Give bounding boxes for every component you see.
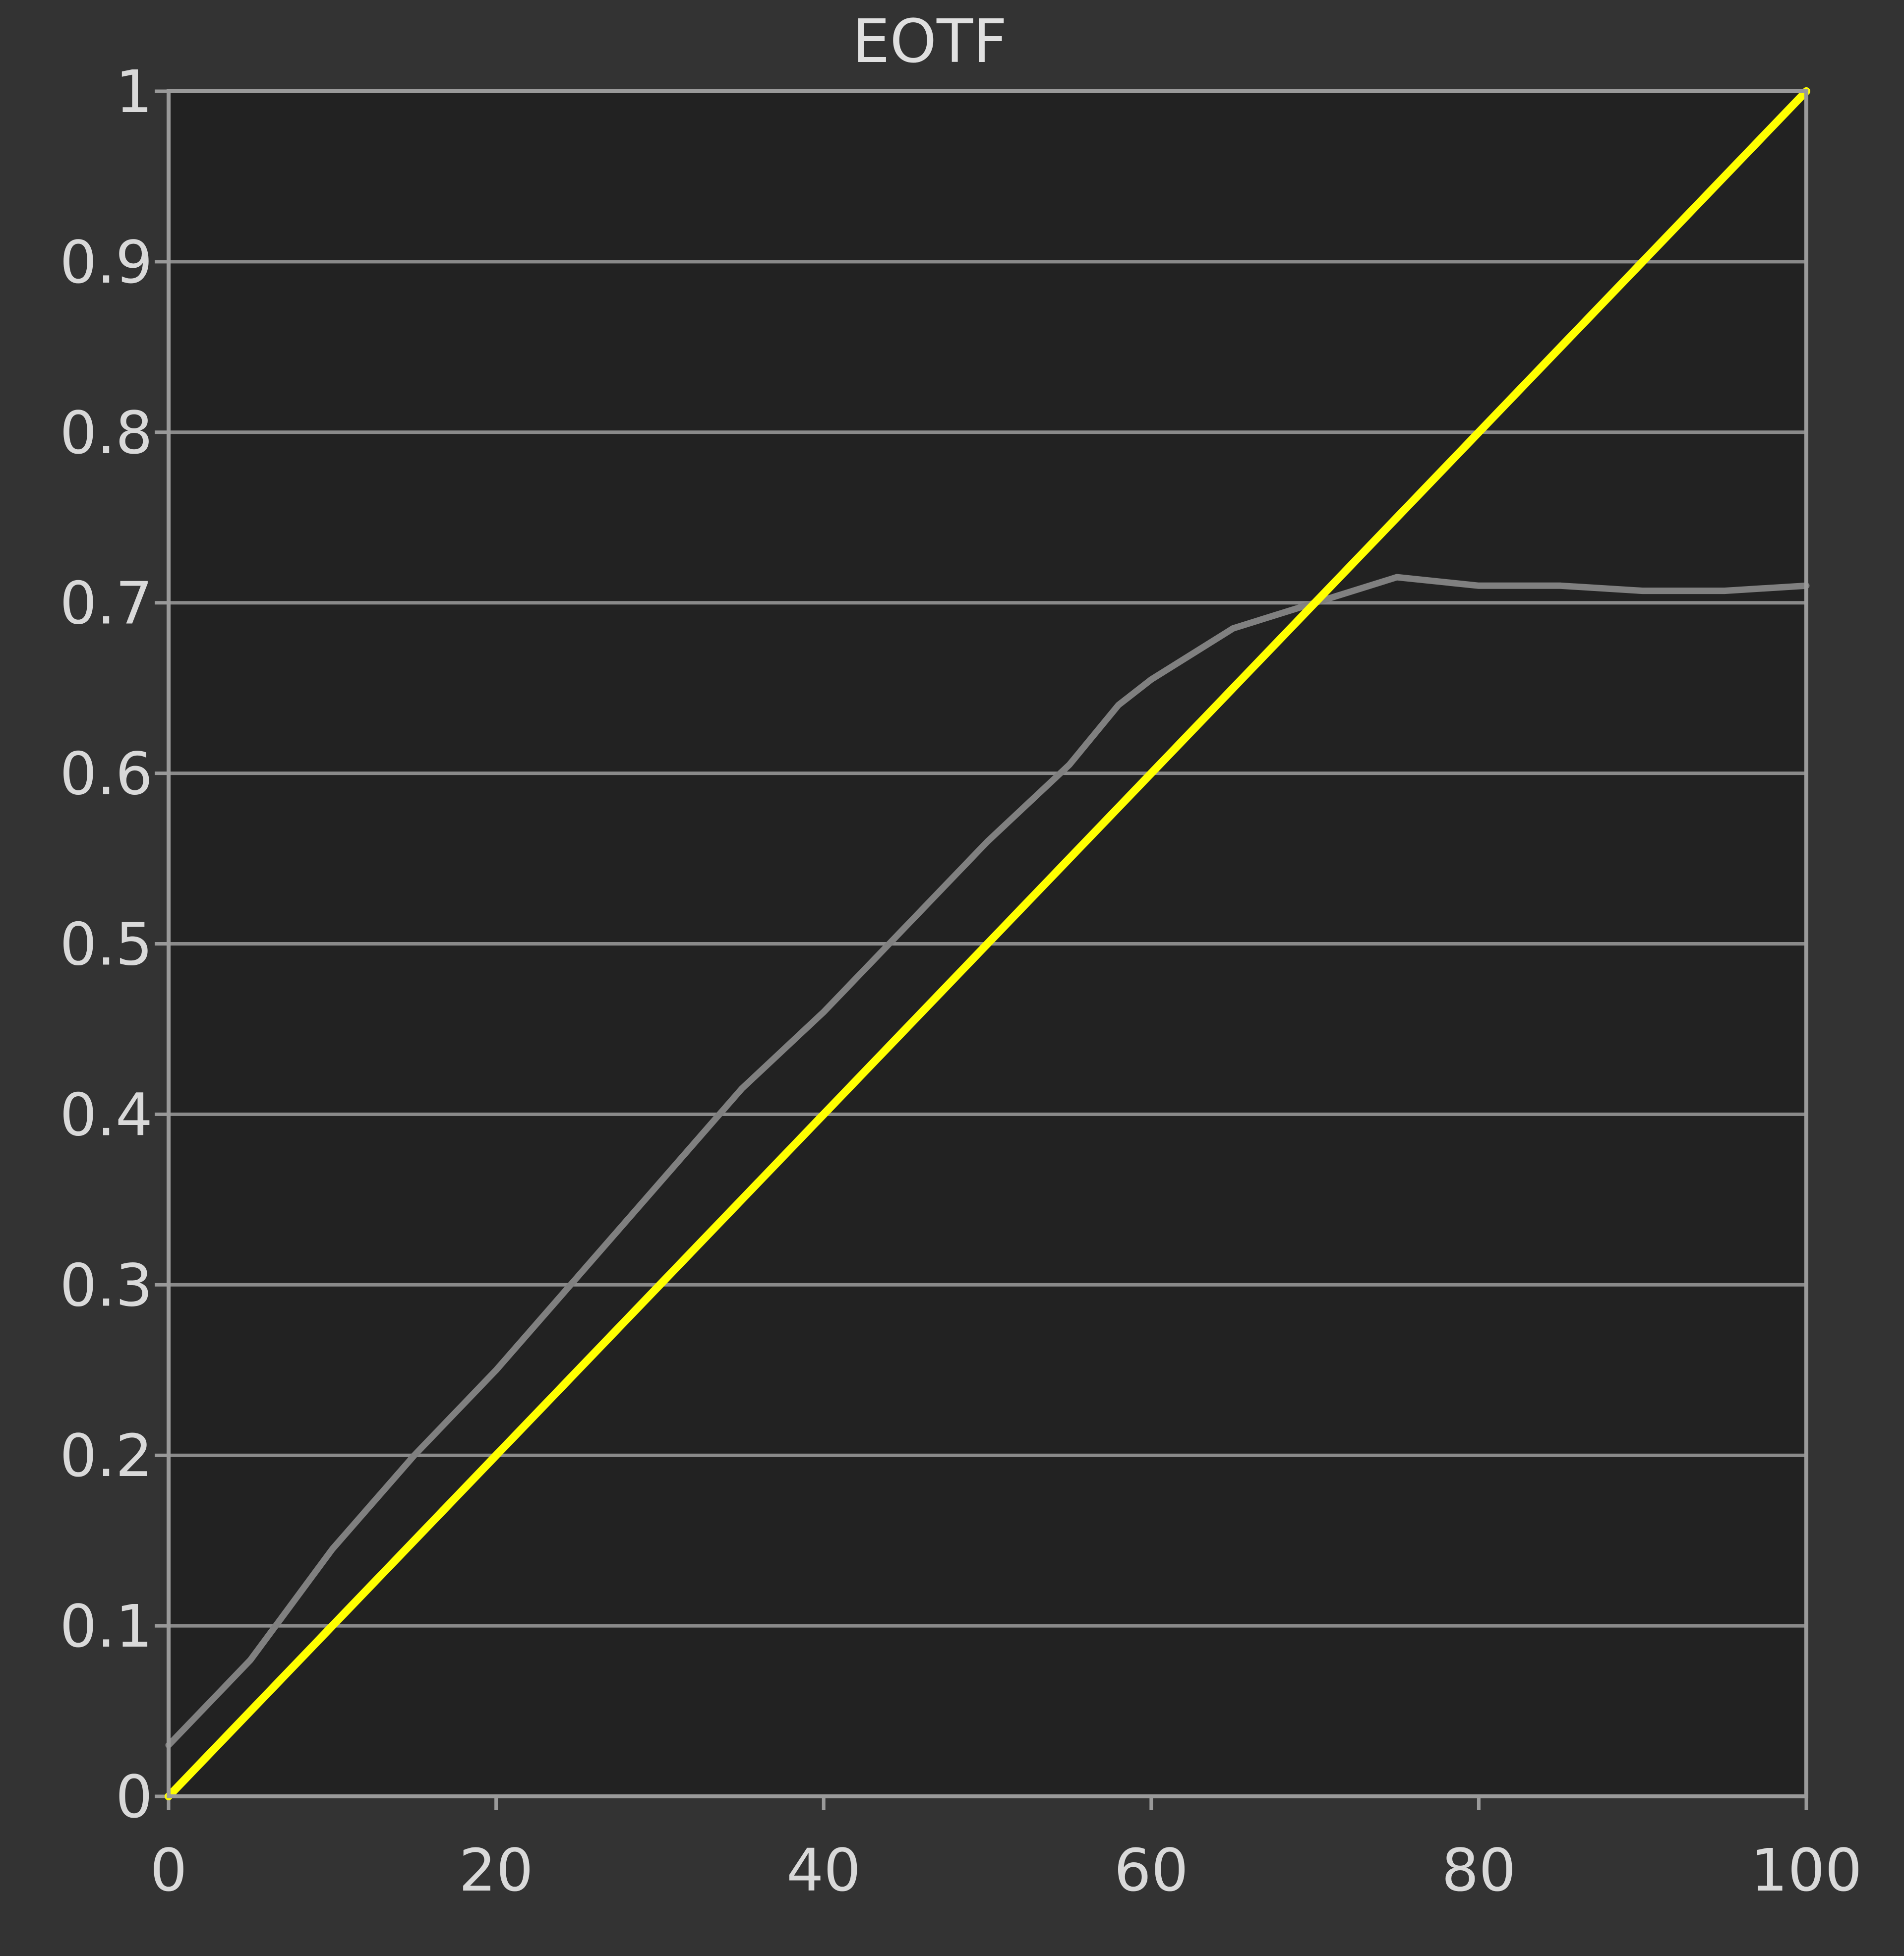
y-tick-label: 0.2 <box>60 1422 153 1490</box>
y-tick-label: 1 <box>116 58 153 126</box>
x-tick-label: 0 <box>150 1836 187 1904</box>
measured-eotf-line <box>165 574 1810 1749</box>
x-tick-label: 60 <box>1114 1836 1189 1904</box>
y-tick-label: 0.5 <box>60 910 153 979</box>
x-tick-label: 20 <box>459 1836 534 1904</box>
target-eotf-line <box>165 87 1810 1800</box>
y-tick-label: 0.9 <box>60 228 153 296</box>
x-tick-label: 100 <box>1750 1836 1862 1904</box>
plot-frame <box>167 89 1808 1798</box>
y-tick-label: 0.1 <box>60 1592 153 1660</box>
y-tick-label: 0.7 <box>60 569 153 638</box>
y-tick-label: 0 <box>116 1763 153 1831</box>
x-tick-label: 80 <box>1441 1836 1516 1904</box>
x-tick-label: 40 <box>786 1836 861 1904</box>
y-tick-label: 0.4 <box>60 1080 153 1149</box>
y-tick-label: 0.3 <box>60 1251 153 1319</box>
y-tick-label: 0.6 <box>60 740 153 808</box>
chart-title: EOTF <box>852 7 1008 76</box>
y-tick-label: 0.8 <box>60 399 153 467</box>
